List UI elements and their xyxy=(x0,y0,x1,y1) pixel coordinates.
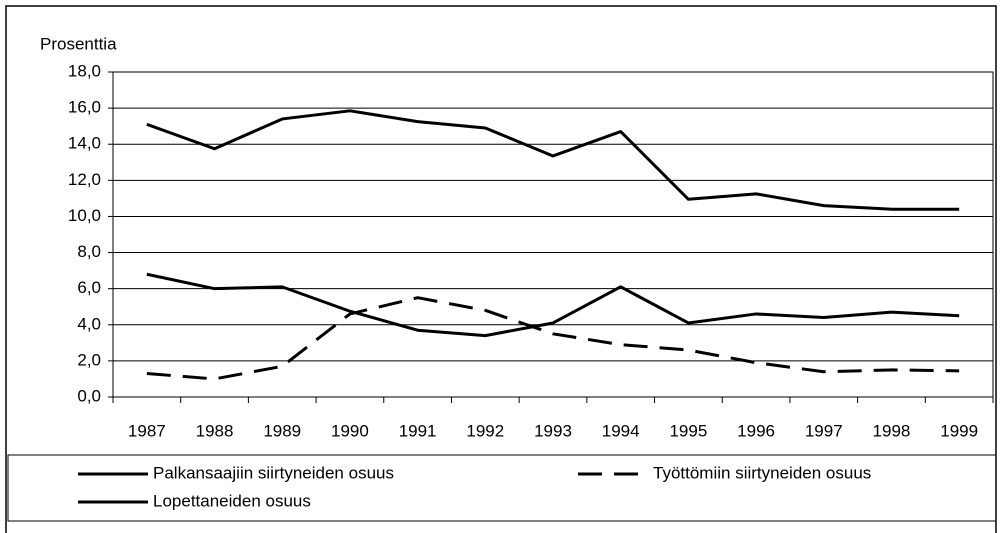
x-tick-label: 1995 xyxy=(669,421,707,440)
x-tick-label: 1998 xyxy=(873,421,911,440)
chart-frame xyxy=(5,5,997,533)
y-tick-label: 0,0 xyxy=(77,386,101,405)
x-tick-label: 1992 xyxy=(466,421,504,440)
legend-box xyxy=(7,454,997,522)
legend-label: Työttömiin siirtyneiden osuus xyxy=(653,463,871,482)
x-tick-label: 1993 xyxy=(534,421,572,440)
x-tick-label: 1988 xyxy=(196,421,234,440)
x-tick-label: 1994 xyxy=(602,421,640,440)
y-axis-label: Prosenttia xyxy=(40,34,117,53)
x-tick-label: 1987 xyxy=(128,421,166,440)
y-tick-label: 8,0 xyxy=(77,242,101,261)
x-tick-label: 1989 xyxy=(263,421,301,440)
x-tick-label: 1990 xyxy=(331,421,369,440)
x-tick-label: 1999 xyxy=(940,421,978,440)
y-tick-label: 10,0 xyxy=(68,206,101,225)
series-line xyxy=(146,272,960,338)
y-tick-label: 18,0 xyxy=(68,61,101,80)
plot-border xyxy=(112,71,994,398)
series-line xyxy=(146,109,960,211)
x-tick-label: 1997 xyxy=(805,421,843,440)
legend-label: Palkansaajiin siirtyneiden osuus xyxy=(153,463,394,482)
series-line xyxy=(146,296,960,381)
legend-label: Lopettaneiden osuus xyxy=(153,491,311,510)
y-tick-label: 6,0 xyxy=(77,278,101,297)
y-tick-label: 16,0 xyxy=(68,98,101,117)
y-tick-label: 12,0 xyxy=(68,170,101,189)
x-tick-label: 1991 xyxy=(399,421,437,440)
y-tick-label: 4,0 xyxy=(77,314,101,333)
x-tick-label: 1996 xyxy=(737,421,775,440)
y-tick-label: 2,0 xyxy=(77,350,101,369)
y-tick-label: 14,0 xyxy=(68,134,101,153)
